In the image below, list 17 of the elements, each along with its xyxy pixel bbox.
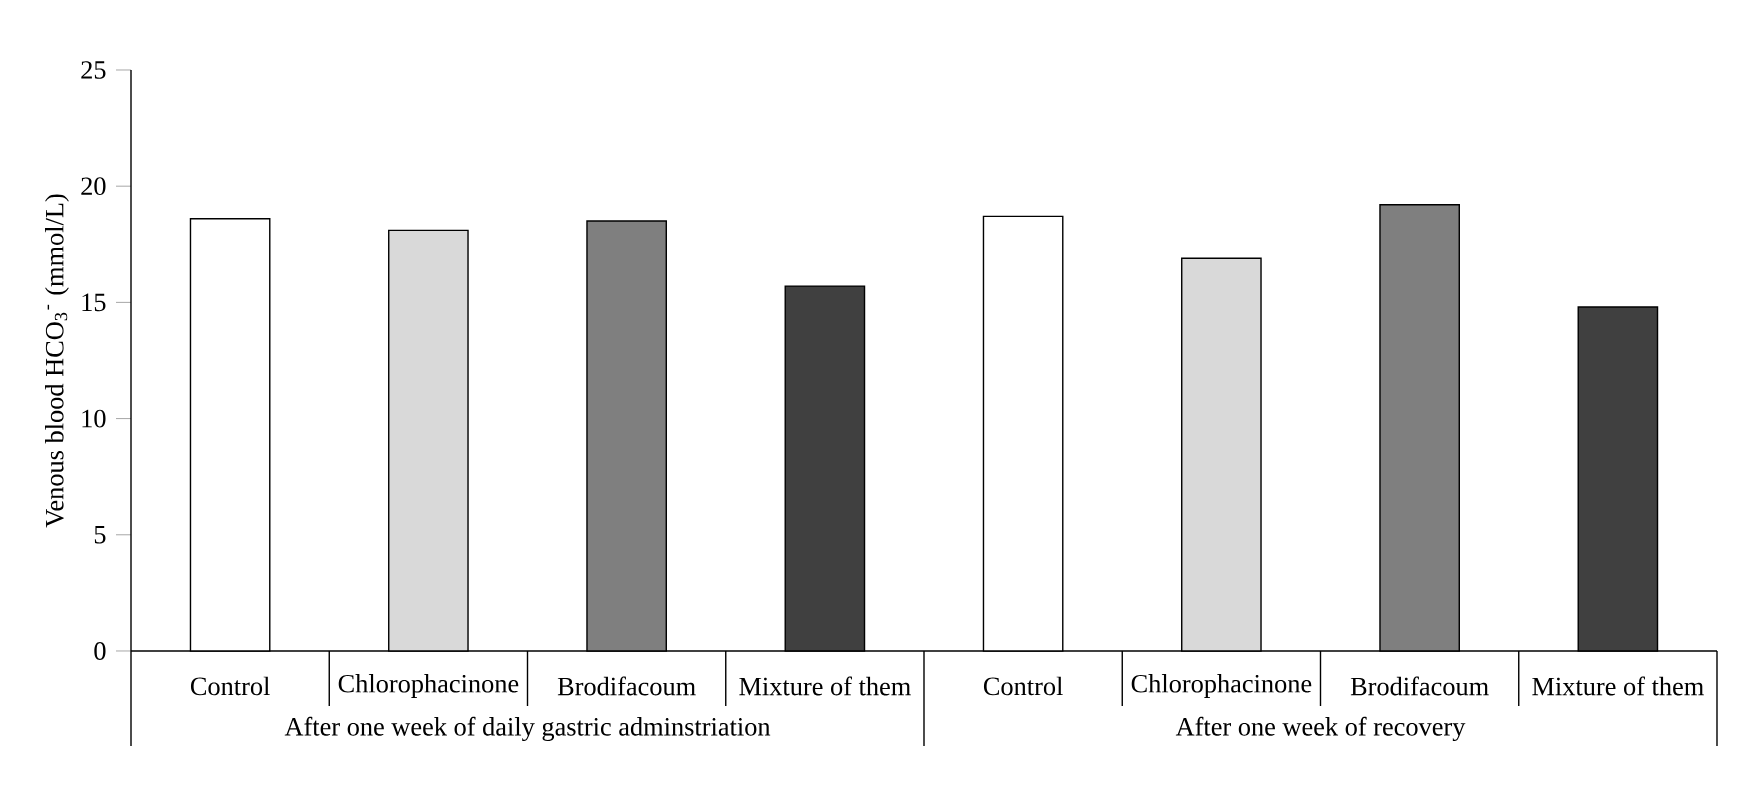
y-tick-label: 20	[81, 177, 106, 196]
x-tick-label: Control	[983, 676, 1063, 696]
text: After one week of daily gastric adminstriation	[284, 716, 771, 742]
y-tick-label: 25	[81, 61, 106, 79]
text: After one week of recovery	[1175, 716, 1466, 742]
y-tick-label: 0	[94, 642, 106, 660]
y-tick-label: 10	[82, 409, 106, 428]
x-tick-label: Mixture of them	[739, 676, 911, 696]
y-tick-label: 15	[82, 293, 106, 312]
y-tick-label: 5	[94, 526, 106, 544]
y-axis-title: Venous blood HCO$_{3}$$^{-}$ (mmol/L)	[45, 194, 69, 528]
x-tick-label: Brodifacoum	[557, 676, 696, 696]
x-tick-label: Chlorophacinone	[338, 674, 519, 698]
x-tick-label: Control	[190, 676, 270, 696]
x-tick-label: Chlorophacinone	[1131, 674, 1312, 698]
x-tick-label: Mixture of them	[1532, 676, 1704, 696]
x-tick-label: Brodifacoum	[1350, 676, 1489, 696]
